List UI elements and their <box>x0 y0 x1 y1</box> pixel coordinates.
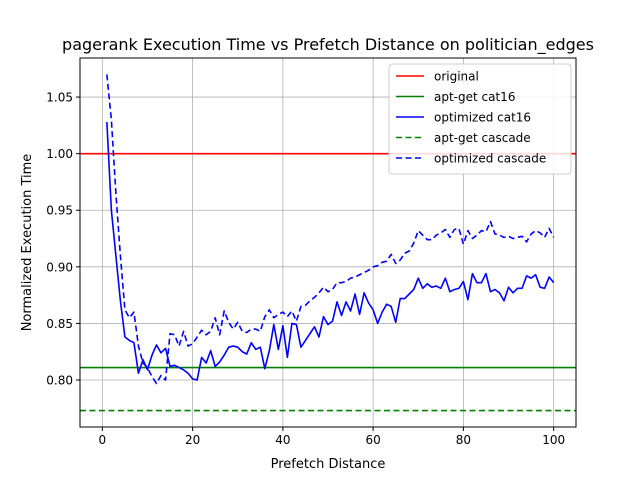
y-tick-label: 0.85 <box>46 317 73 331</box>
legend-label: original <box>434 70 479 84</box>
y-tick-label: 1.05 <box>46 91 73 105</box>
y-tick-label: 0.90 <box>46 260 73 274</box>
legend-label: apt-get cascade <box>434 131 531 145</box>
legend-label: optimized cascade <box>434 152 546 166</box>
series-optimized-cascade-line <box>106 74 555 385</box>
legend-label: apt-get cat16 <box>434 90 515 104</box>
x-tick-label: 0 <box>99 433 107 447</box>
x-tick-label: 40 <box>275 433 290 447</box>
y-tick-label: 1.00 <box>46 147 73 161</box>
legend-label: optimized cat16 <box>434 111 531 125</box>
legend: original apt-get cat16 optimized cat16 apt-… <box>388 63 572 175</box>
y-tick-label: 0.80 <box>46 374 73 388</box>
x-tick-label: 80 <box>456 433 471 447</box>
chart-title: pagerank Execution Time vs Prefetch Dist… <box>62 35 594 55</box>
y-axis-label: Normalized Execution Time <box>20 154 35 332</box>
axis-ticks: 0 20 40 60 80 100 0.80 0.85 0.90 0.95 1.00 1.05 <box>46 91 565 447</box>
x-tick-label: 60 <box>365 433 380 447</box>
x-axis-label: Prefetch Distance <box>271 457 386 472</box>
series-optimized-cat16-line <box>106 121 555 381</box>
x-tick-label: 100 <box>542 433 565 447</box>
plot-frame <box>79 57 577 428</box>
y-tick-label: 0.95 <box>46 204 73 218</box>
legend-box <box>388 63 572 175</box>
x-tick-label: 20 <box>185 433 200 447</box>
